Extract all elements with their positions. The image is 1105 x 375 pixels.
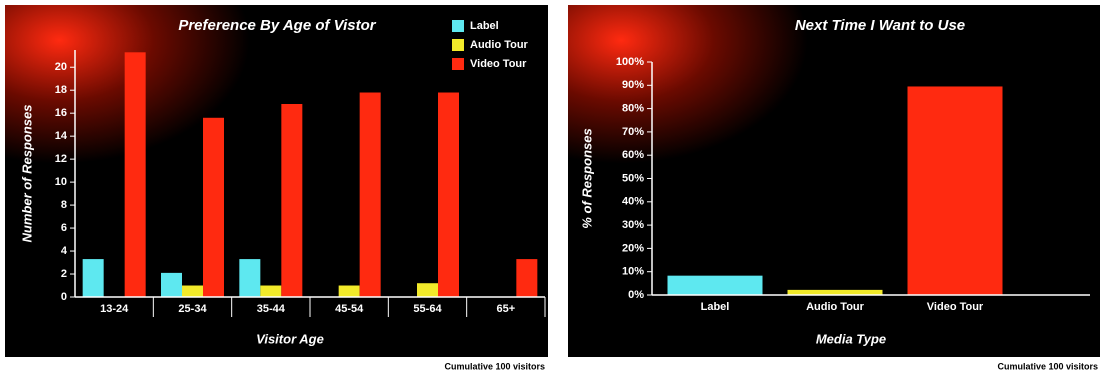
y-tick-label: 20%	[622, 242, 644, 254]
x-tick-label: 13-24	[100, 303, 129, 315]
x-tick-label: Audio Tour	[806, 301, 865, 313]
x-tick-label: 65+	[496, 303, 515, 315]
y-tick-label: 90%	[622, 79, 644, 91]
footnote: Cumulative 100 visitors	[997, 361, 1098, 371]
bar	[359, 92, 381, 297]
bar	[203, 117, 224, 297]
y-axis-label: Number of Responses	[19, 105, 34, 243]
legend-label: Label	[470, 20, 499, 32]
y-tick-label: 50%	[622, 172, 644, 184]
bar	[161, 272, 182, 297]
y-tick-label: 16	[55, 107, 67, 119]
legend-label: Audio Tour	[470, 39, 529, 51]
bar	[438, 92, 459, 297]
x-tick-label: 25-34	[178, 303, 207, 315]
legend-label: Video Tour	[470, 58, 527, 70]
y-tick-label: 8	[61, 199, 67, 211]
y-tick-label: 14	[55, 130, 68, 142]
y-tick-label: 12	[55, 153, 67, 165]
chart-title: Preference By Age of Vistor	[178, 17, 376, 34]
x-tick-label: 55-64	[413, 303, 442, 315]
legend-swatch	[452, 58, 464, 70]
y-tick-label: 30%	[622, 219, 644, 231]
x-axis-label: Visitor Age	[256, 331, 324, 346]
x-tick-label: 45-54	[335, 303, 364, 315]
bar	[667, 275, 763, 295]
y-tick-label: 40%	[622, 196, 644, 208]
y-tick-label: 80%	[622, 103, 644, 115]
bar	[182, 285, 203, 297]
bar	[124, 52, 146, 298]
y-tick-label: 10%	[622, 266, 644, 278]
y-tick-label: 2	[61, 268, 67, 280]
y-tick-label: 0%	[628, 289, 644, 301]
legend-swatch	[452, 20, 464, 32]
y-tick-label: 6	[61, 222, 67, 234]
x-tick-label: 35-44	[257, 303, 286, 315]
bar	[239, 259, 261, 297]
y-tick-label: 60%	[622, 149, 644, 161]
bar	[516, 259, 538, 297]
y-tick-label: 10	[55, 176, 67, 188]
y-tick-label: 100%	[616, 56, 644, 68]
y-tick-label: 20	[55, 61, 67, 73]
bar	[281, 103, 303, 297]
bar	[82, 259, 104, 297]
legend-swatch	[452, 39, 464, 51]
bar	[417, 283, 438, 297]
y-tick-label: 70%	[622, 126, 644, 138]
bar	[338, 285, 360, 297]
footnote: Cumulative 100 visitors	[444, 361, 545, 371]
bar	[907, 86, 1003, 295]
x-tick-label: Video Tour	[927, 301, 984, 313]
x-axis-label: Media Type	[816, 331, 886, 346]
y-tick-label: 18	[55, 84, 67, 96]
y-tick-label: 4	[61, 245, 68, 257]
bar	[787, 289, 883, 295]
panel-glow	[568, 5, 1100, 357]
x-tick-label: Label	[701, 301, 730, 313]
y-tick-label: 0	[61, 291, 67, 303]
y-axis-label: % of Responses	[579, 128, 594, 228]
chart-title: Next Time I Want to Use	[795, 17, 965, 34]
bar	[260, 285, 282, 297]
